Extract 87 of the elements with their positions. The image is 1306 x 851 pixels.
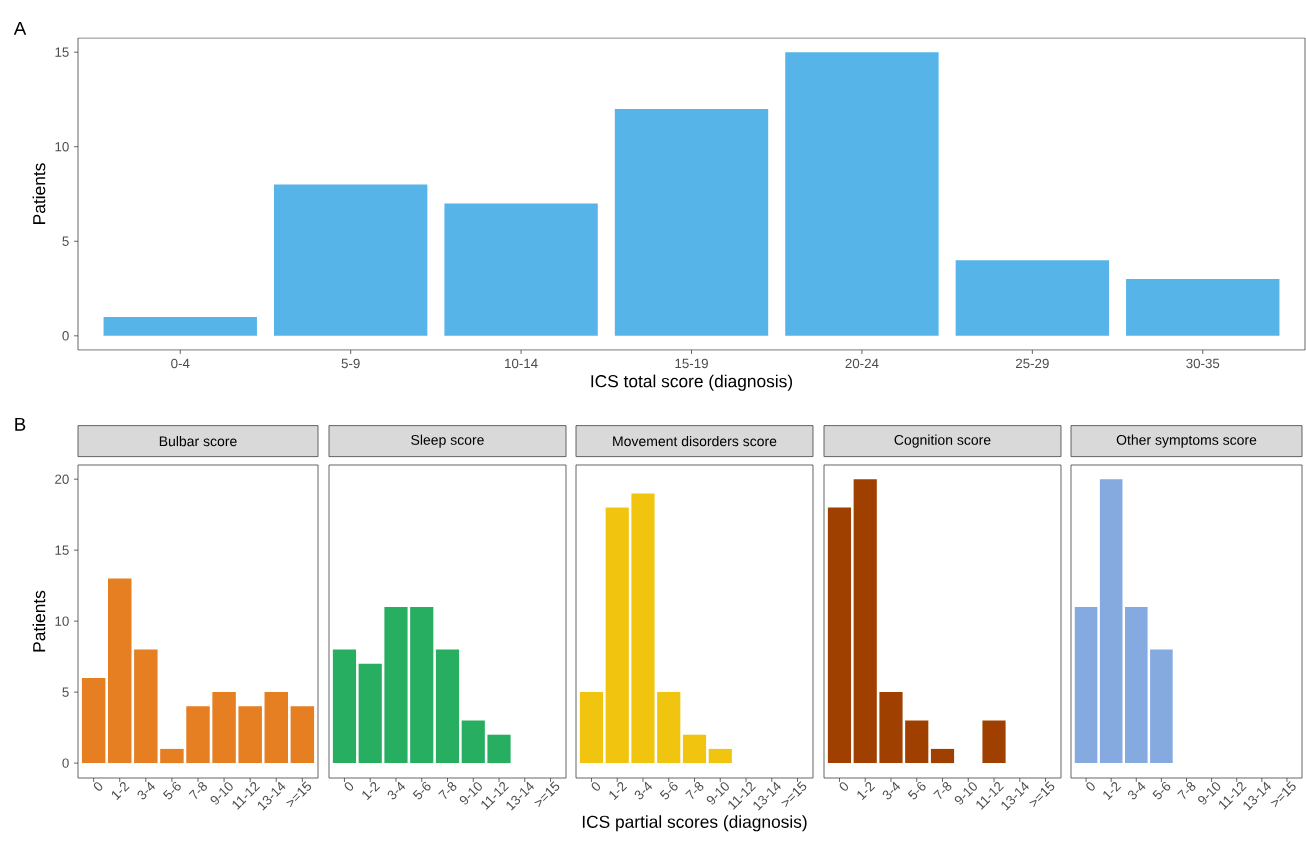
bar — [186, 706, 210, 764]
x-tick-label: 7-8 — [1177, 782, 1196, 800]
bar — [1126, 279, 1280, 336]
x-tick-label: 20-24 — [845, 358, 879, 369]
y-tick-label: 15 — [55, 47, 69, 57]
text: B — [15, 417, 26, 431]
x-tick-label: 1-2 — [857, 782, 876, 800]
x-tick-label: 0-4 — [171, 358, 190, 369]
x-tick-label: 0 — [591, 782, 601, 791]
chart-title: Other symptoms score — [1116, 434, 1257, 448]
x-tick-label: 7-8 — [188, 782, 207, 800]
chart-title: Sleep score — [411, 434, 484, 448]
y-axis-title: Patients — [32, 163, 46, 224]
bar — [273, 184, 428, 336]
bar — [264, 692, 288, 764]
x-tick-label: 0 — [1086, 782, 1095, 791]
bar — [827, 507, 852, 764]
y-tick-label: 10 — [55, 142, 69, 152]
bar — [212, 692, 236, 764]
y-tick-label: 0 — [62, 331, 69, 341]
bar — [955, 260, 1110, 336]
bar — [930, 748, 955, 764]
chart-title: Cognition score — [894, 434, 991, 448]
bar — [410, 606, 434, 764]
bar — [134, 649, 158, 764]
x-tick-label: 15-19 — [675, 358, 708, 369]
bar — [614, 108, 769, 336]
bar — [579, 692, 604, 764]
x-tick-label: 0 — [93, 782, 103, 791]
y-tick-label: 10 — [55, 616, 69, 626]
bar — [982, 720, 1006, 764]
y-tick-label: 15 — [55, 545, 69, 555]
x-tick-label: 3-4 — [137, 781, 155, 800]
x-tick-label: 0 — [344, 782, 354, 791]
x-tick-label: 1-2 — [362, 782, 381, 800]
x-tick-label: 5-6 — [412, 782, 431, 800]
bar — [358, 663, 382, 764]
x-tick-label: 10-14 — [505, 358, 538, 369]
bar — [605, 507, 629, 764]
x-tick-label: 1-2 — [1103, 782, 1122, 800]
bar — [108, 578, 132, 764]
y-axis-title: Patients — [32, 590, 46, 652]
x-tick-label: 25-29 — [1015, 358, 1049, 369]
bar — [879, 692, 903, 764]
x-tick-label: 3-4 — [387, 781, 406, 800]
x-tick-label: 5-6 — [162, 782, 181, 800]
bar — [905, 720, 929, 764]
x-tick-label: 3-4 — [1128, 781, 1146, 800]
y-tick-label: 5 — [62, 687, 69, 697]
x-tick-label: 1-2 — [609, 782, 628, 800]
bar — [444, 203, 598, 336]
x-tick-label: 5-6 — [907, 782, 926, 800]
x-axis-title: ICS total score (diagnosis) — [591, 374, 793, 391]
x-tick-label: 5-6 — [659, 782, 678, 800]
bar — [657, 692, 681, 764]
chart-title: Bulbar score — [159, 435, 237, 447]
bar — [290, 706, 315, 764]
text: A — [13, 21, 27, 35]
bar — [487, 734, 511, 764]
x-tick-label: 5-9 — [341, 358, 360, 369]
x-tick-label: 7-8 — [933, 782, 952, 800]
x-tick-label: 30-35 — [1186, 358, 1220, 369]
bar — [81, 677, 106, 764]
x-tick-label: 5-6 — [1152, 782, 1171, 800]
bar — [853, 479, 877, 764]
x-tick-label: 1-2 — [111, 782, 130, 800]
bar — [708, 748, 732, 764]
x-tick-label: 3-4 — [882, 781, 901, 800]
bar — [682, 734, 707, 764]
y-tick-label: 5 — [62, 236, 69, 246]
x-tick-label: 7-8 — [438, 782, 457, 800]
bar — [238, 706, 262, 764]
y-tick-label: 0 — [62, 758, 69, 768]
x-tick-label: 0 — [839, 782, 849, 791]
x-axis-title: ICS partial scores (diagnosis) — [582, 815, 807, 832]
bar — [785, 52, 939, 336]
bar — [332, 649, 357, 764]
bar — [461, 720, 485, 764]
bar — [103, 316, 257, 336]
y-tick-label: 20 — [55, 474, 69, 484]
bar — [160, 748, 184, 764]
x-tick-label: 3-4 — [634, 781, 653, 800]
bar — [435, 649, 460, 764]
bar — [384, 606, 408, 764]
chart-title: Movement disorders score — [613, 435, 777, 447]
x-tick-label: 7-8 — [685, 782, 704, 800]
bar — [631, 493, 655, 764]
